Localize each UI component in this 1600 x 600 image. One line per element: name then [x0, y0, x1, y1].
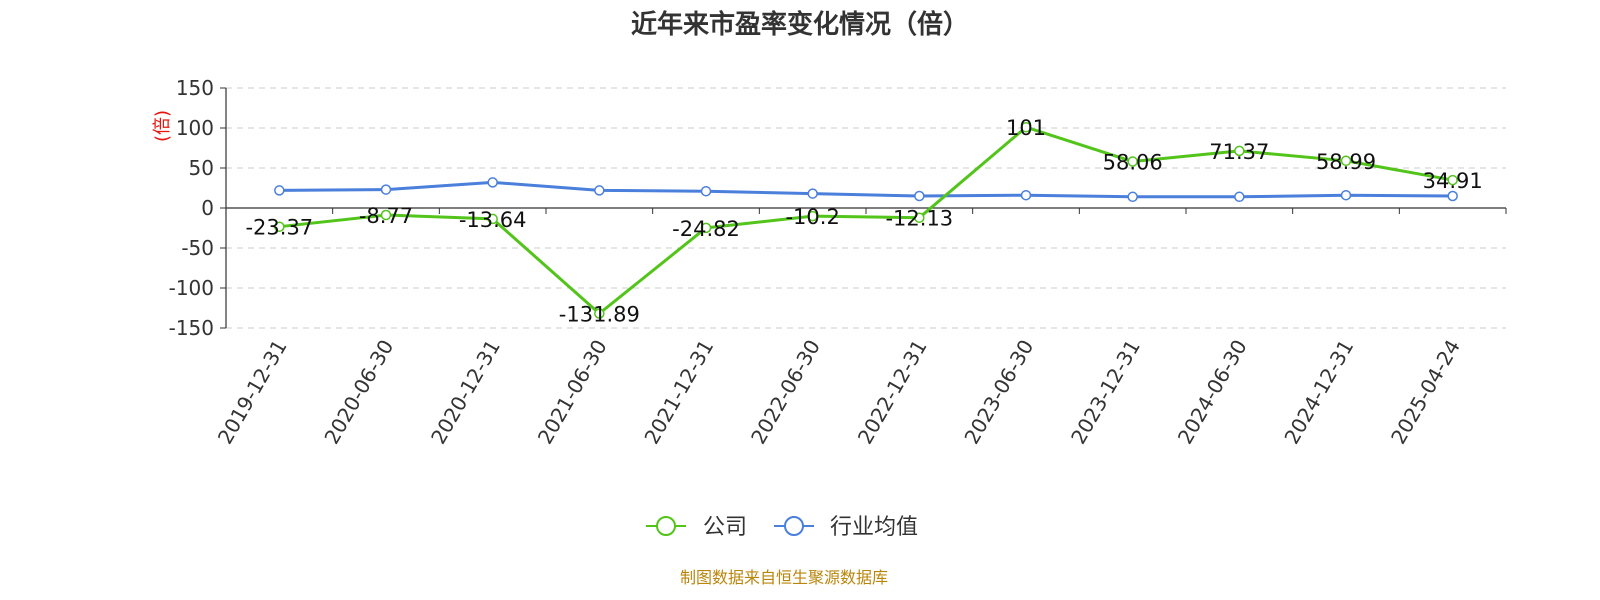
data-point[interactable] — [700, 222, 712, 234]
data-label: -12.13 — [885, 207, 953, 231]
legend-company-label: 公司 — [703, 515, 747, 540]
grid-lines — [226, 87, 1506, 329]
data-point[interactable] — [1127, 156, 1138, 167]
data-label: -24.82 — [672, 217, 740, 241]
x-tick-label: 2022-06-30 — [746, 336, 825, 449]
x-tick-label: 2021-06-30 — [533, 336, 612, 449]
data-point[interactable] — [1234, 145, 1245, 157]
data-point[interactable] — [274, 185, 285, 196]
x-tick-label: 2020-12-31 — [426, 335, 505, 448]
data-point[interactable] — [487, 213, 498, 225]
data-point[interactable] — [1020, 189, 1032, 201]
data-label: -13.64 — [459, 208, 527, 232]
x-tick-labels: 2019-12-31 2020-06-30 2020-12-31 2021-06-30… — [213, 335, 1465, 448]
x-tick-label: 2024-06-30 — [1173, 336, 1252, 449]
data-point[interactable] — [594, 308, 605, 319]
y-tick-label: -100 — [169, 276, 214, 300]
legend-item-company[interactable]: 公司 — [646, 515, 747, 540]
data-point[interactable] — [274, 221, 285, 232]
data-point[interactable] — [914, 190, 925, 202]
data-point[interactable] — [1340, 189, 1352, 201]
data-point[interactable] — [700, 185, 712, 197]
y-tick-labels: 150 100 50 0 -50 -100 -150 — [169, 76, 214, 340]
x-tick-label: 2022-12-31 — [853, 335, 932, 448]
data-point[interactable] — [594, 185, 605, 196]
data-label: 58.06 — [1103, 151, 1163, 175]
x-tick-label: 2023-06-30 — [959, 336, 1038, 449]
data-label: 101 — [1006, 116, 1046, 140]
legend-item-industry-average[interactable]: 行业均值 — [774, 515, 918, 540]
y-tick-label: -50 — [181, 236, 214, 260]
legend-industry-marker — [784, 516, 804, 536]
data-label: 58.99 — [1316, 150, 1376, 174]
data-labels: -23.37 -8.77 -13.64 -131.89 -24.82 -10.2 -12.1… — [245, 116, 1482, 326]
data-point[interactable] — [914, 212, 925, 223]
y-tick-label: 0 — [201, 196, 214, 220]
legend-company-marker — [656, 516, 676, 536]
data-point[interactable] — [380, 209, 392, 221]
axes — [220, 87, 1507, 329]
y-tick-label: 50 — [189, 156, 214, 180]
data-label: 71.37 — [1209, 140, 1269, 164]
y-tick-label: -150 — [169, 316, 214, 340]
data-point[interactable] — [1447, 190, 1458, 202]
data-point[interactable] — [807, 210, 818, 222]
data-point[interactable] — [1447, 174, 1458, 186]
y-tick-label: 100 — [176, 116, 214, 140]
series-line-1 — [279, 180, 1453, 199]
series-layer — [274, 121, 1458, 319]
data-point[interactable] — [487, 177, 498, 188]
y-axis-unit-label: (倍) — [152, 110, 173, 142]
x-tick-label: 2021-12-31 — [639, 336, 718, 449]
data-label: 34.91 — [1423, 169, 1483, 193]
data-point[interactable] — [380, 184, 392, 195]
legend-industry-label: 行业均值 — [830, 515, 918, 540]
y-tick-label: 150 — [176, 76, 214, 100]
data-point[interactable] — [807, 188, 818, 199]
data-label: -23.37 — [245, 216, 313, 240]
data-label: -131.89 — [559, 303, 640, 327]
data-point[interactable] — [1020, 121, 1032, 133]
x-tick-label: 2024-12-31 — [1279, 336, 1358, 449]
series-line-0 — [279, 125, 1453, 316]
data-label: -10.2 — [785, 205, 839, 229]
data-point[interactable] — [1340, 155, 1352, 167]
data-source-note: 制图数据来自恒生聚源数据库 — [680, 568, 888, 587]
x-tick-label: 2025-04-24 — [1386, 336, 1465, 449]
x-tick-label: 2023-12-31 — [1066, 336, 1145, 449]
data-label: -8.77 — [359, 204, 413, 228]
data-point[interactable] — [1127, 191, 1138, 203]
x-tick-label: 2020-06-30 — [319, 336, 398, 449]
data-point[interactable] — [1234, 191, 1245, 203]
legend: 公司 行业均值 — [646, 515, 918, 540]
x-tick-label: 2019-12-31 — [213, 336, 292, 449]
chart-title: 近年来市盈率变化情况（倍） — [631, 9, 969, 40]
